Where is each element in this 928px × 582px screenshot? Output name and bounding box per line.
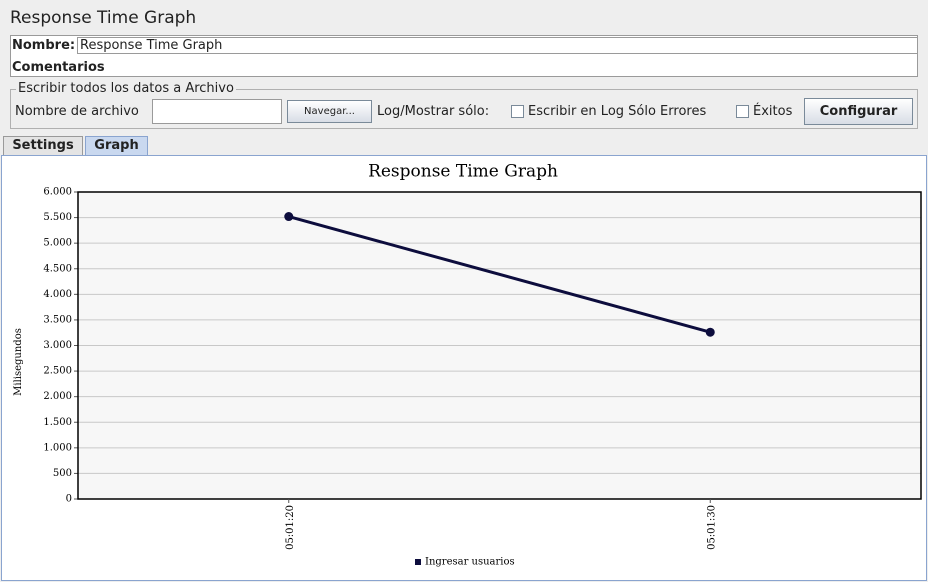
log-label: Log/Mostrar sólo: — [377, 104, 490, 119]
errors-checkbox[interactable] — [511, 105, 524, 118]
name-input[interactable]: Response Time Graph — [77, 37, 918, 54]
y-tick-label: 4.500 — [43, 263, 72, 274]
y-tick-label: 4.000 — [43, 289, 72, 300]
plot-frame — [77, 191, 922, 500]
y-tick-label: 3.500 — [43, 314, 72, 325]
y-tick-label: 2.500 — [43, 366, 72, 377]
y-axis-label: Milisegundos — [13, 328, 24, 396]
series-line — [288, 215, 711, 334]
y-tick-label: 5.000 — [43, 238, 72, 249]
y-tick-label: 1.500 — [43, 417, 72, 428]
success-label: Éxitos — [753, 104, 793, 119]
errors-label: Escribir en Log Sólo Errores — [528, 104, 707, 119]
file-group — [10, 89, 918, 129]
data-point — [284, 212, 294, 222]
file-group-legend: Escribir todos los datos a Archivo — [16, 81, 236, 96]
y-tick-label: 3.000 — [43, 340, 72, 351]
data-point — [705, 327, 715, 337]
browse-button[interactable]: Navegar... — [287, 100, 372, 123]
comments-label: Comentarios — [12, 60, 105, 75]
y-tick-label: 0 — [66, 494, 72, 505]
window-title: Response Time Graph — [10, 8, 197, 28]
y-tick-label: 500 — [53, 468, 72, 479]
file-label: Nombre de archivo — [15, 104, 139, 119]
x-tick-label: 05:01:30 — [706, 505, 717, 550]
y-tick-label: 2.000 — [43, 391, 72, 402]
name-label: Nombre: — [12, 38, 76, 53]
legend-swatch — [415, 559, 421, 565]
configure-button[interactable]: Configurar — [804, 98, 913, 125]
y-tick-label: 6.000 — [43, 187, 72, 198]
y-tick-label: 1.000 — [43, 442, 72, 453]
legend-label: Ingresar usuarios — [425, 557, 515, 568]
chart-title: Response Time Graph — [368, 162, 558, 182]
x-tick-label: 05:01:20 — [285, 505, 296, 550]
y-tick-label: 5.500 — [43, 212, 72, 223]
success-checkbox[interactable] — [736, 105, 749, 118]
file-input[interactable] — [152, 99, 282, 124]
